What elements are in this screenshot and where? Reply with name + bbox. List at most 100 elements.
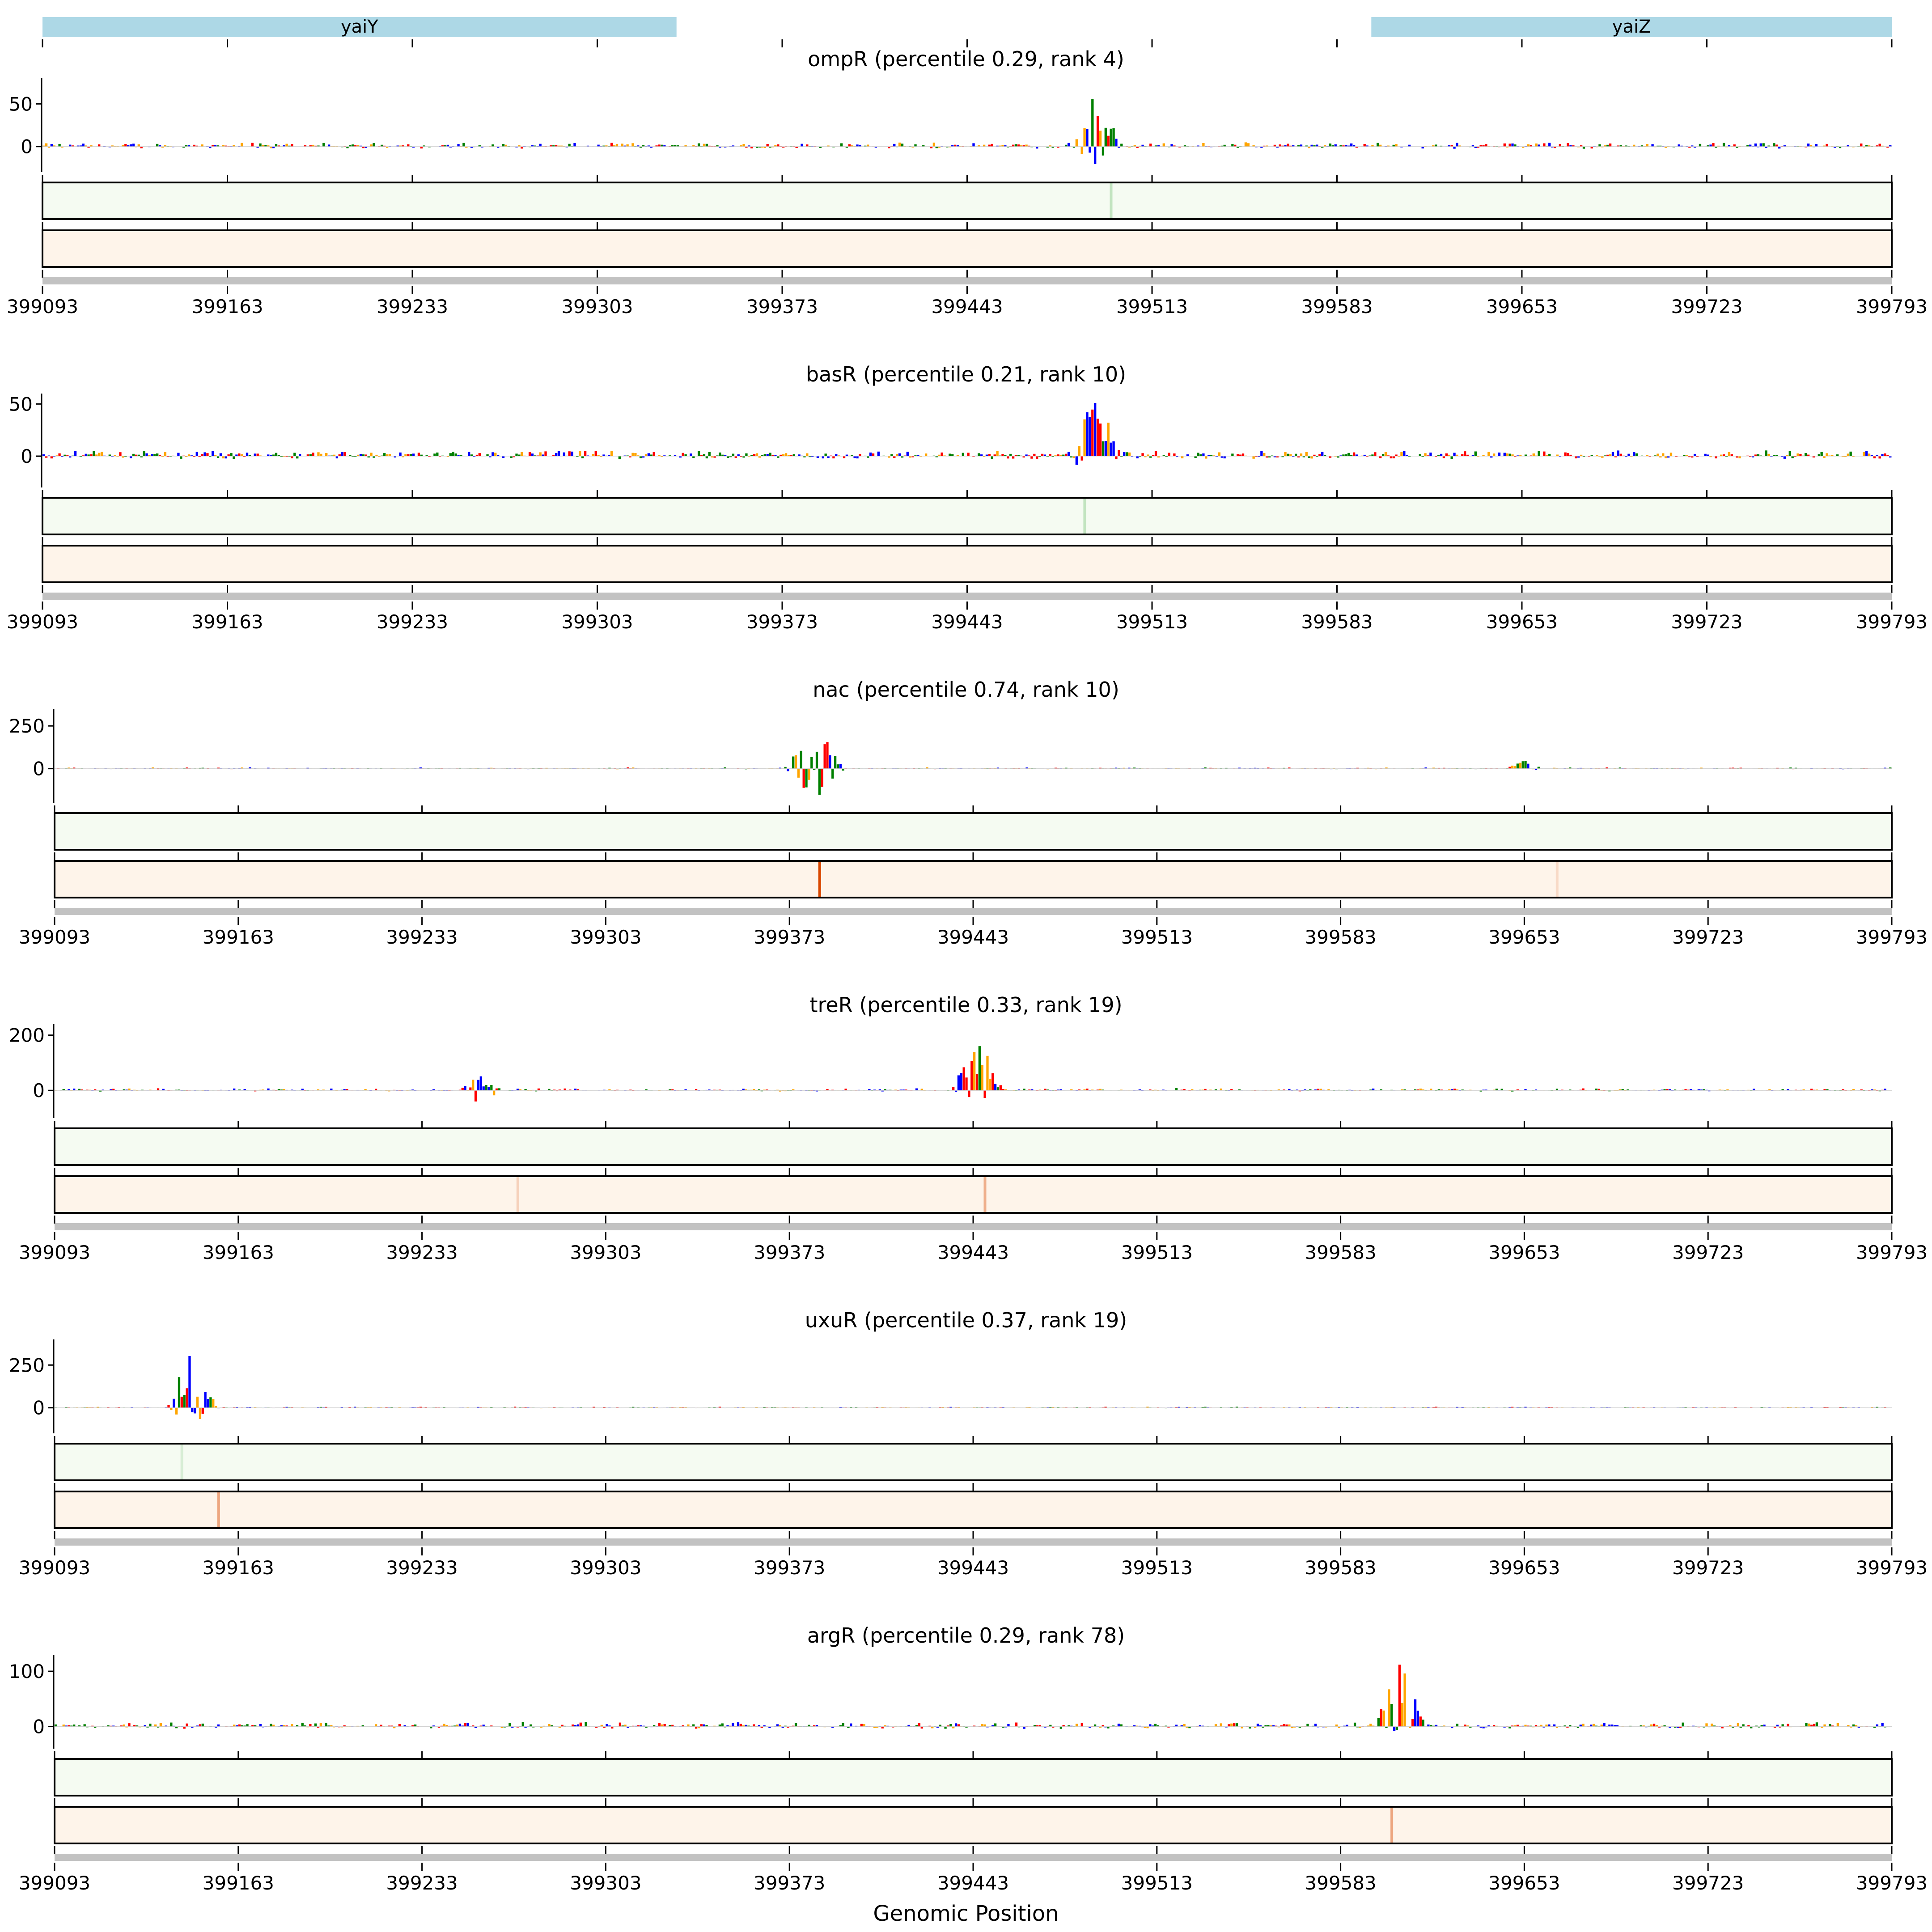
logo-letter [1815,144,1818,147]
logo-letter [1440,453,1443,456]
logo-letter [1548,1724,1551,1727]
logo-letter [497,146,500,148]
logo-letter [703,1724,705,1727]
logo-letter [1477,456,1479,457]
logo-letter [1625,145,1627,147]
logo-letter [1093,1724,1097,1727]
logo-letter [1028,145,1030,147]
logo-letter [867,456,869,458]
logo-letter [1534,768,1538,770]
logo-letter [1138,1089,1141,1091]
logo-letter [1621,768,1624,769]
logo-letter [248,455,251,456]
logo-letter [836,764,839,769]
x-tick-label: 399583 [1301,611,1373,633]
logo-letter [1046,768,1049,770]
logo-letter [1204,767,1207,769]
logo-letter [1493,453,1496,456]
logo-letter [740,145,742,147]
logo-letter [199,1407,202,1419]
logo-letter [1083,419,1086,456]
logo-letter [1173,453,1176,456]
logo-letter [230,453,233,456]
logo-letter [560,145,563,147]
orange-heatmap [54,1175,1893,1214]
logo-letter [55,1724,57,1727]
logo-letter [1089,1407,1091,1408]
logo-letter [753,1724,755,1727]
logo-letter [1136,456,1139,458]
logo-letter [386,146,389,148]
logo-letter [745,453,748,456]
logo-letter [1884,1089,1886,1091]
logo-letter [1065,144,1068,147]
logo-letter [1524,454,1527,456]
logo-letter [1729,767,1732,769]
logo-letter [1128,146,1131,148]
logo-letter [320,453,322,456]
logo-letter [1576,768,1580,769]
logo-letter [1147,454,1149,456]
logo-letter [1284,452,1287,456]
logo-letter [325,1723,327,1727]
logo-letter [93,451,95,456]
logo-letter [61,456,64,458]
logo-letter [352,144,354,147]
logo-letter [214,145,217,147]
logo-letter [388,1725,390,1727]
logo-letter [1661,1725,1663,1727]
orange-heatmap-mark [217,1492,220,1527]
logo-letter [100,452,103,456]
logo-letter [1873,456,1876,458]
logo-letter [1732,767,1734,769]
logo-letter [86,1407,89,1408]
gene-yaiZ [1371,17,1892,37]
logo-letter [254,1725,257,1727]
logo-letter [462,143,465,147]
logo-letter [1283,767,1285,769]
logo-letter [390,1725,393,1727]
logo-letter [349,145,352,147]
logo-letter [249,767,251,769]
logo-letter [1799,146,1802,147]
logo-letter [1014,455,1017,456]
logo-letter [1440,1089,1443,1091]
logo-letter [1873,1089,1876,1091]
green-heatmap-mark [180,1445,183,1479]
logo-letter [1309,1089,1312,1091]
logo-letter [784,1090,787,1092]
logo-letter [847,1726,850,1729]
logo-letter [1128,767,1131,769]
logo-letter [1288,767,1291,769]
logo-letter [309,145,312,147]
logo-letter [165,1725,167,1727]
logo-letter [1863,452,1865,456]
logo-letter [68,767,70,769]
logo-letter [495,1088,498,1091]
logo-letter [661,456,663,458]
logo-letter [1268,456,1271,458]
logo-letter [272,146,275,148]
logo-letter [1133,145,1136,147]
logo-letter [74,451,77,456]
logo-letter [1582,146,1585,149]
logo-letter [1120,144,1123,147]
logo-letter [1167,1726,1170,1728]
logo-letter [1687,1089,1690,1091]
logo-letter [291,144,293,147]
logo-letter [742,1407,745,1408]
x-tick-label: 399583 [1305,1557,1376,1579]
logo-letter [1323,145,1326,147]
logo-letter [1448,454,1450,456]
logo-letter [1422,1089,1424,1091]
logo-letter [711,146,713,147]
logo-letter [808,1090,810,1091]
logo-letter [1228,1090,1230,1091]
logo-letter [1089,1726,1091,1728]
logo-letter [343,768,346,769]
logo-letter [446,144,449,147]
logo-letter [1697,1726,1700,1728]
logo-letter [965,1077,968,1091]
logo-letter [1096,419,1099,456]
logo-letter [1275,1725,1278,1727]
